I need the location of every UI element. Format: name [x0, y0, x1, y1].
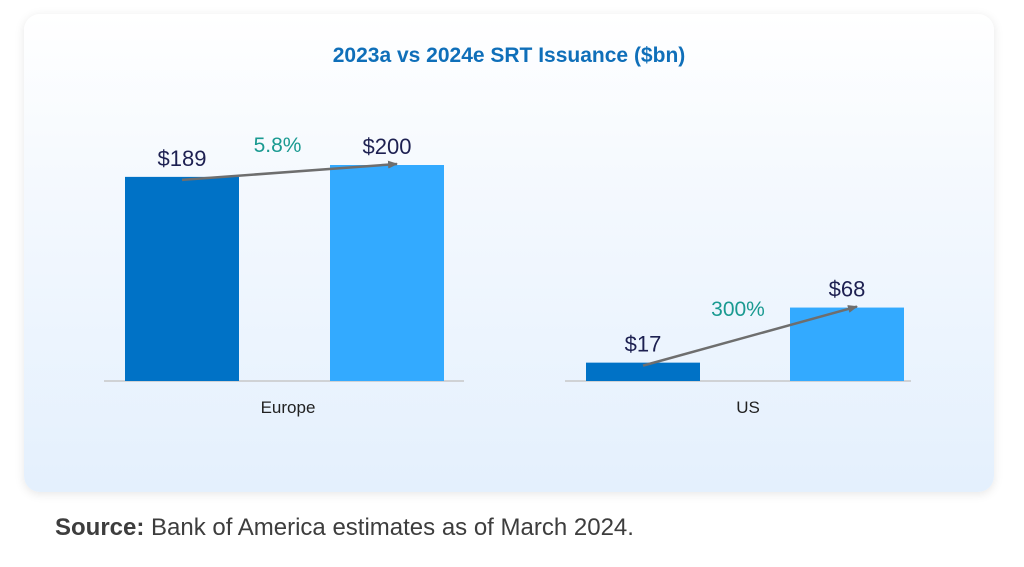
category-label-europe: Europe — [261, 398, 316, 417]
source-label: Source: — [55, 514, 145, 541]
source-text: Bank of America estimates as of March 20… — [151, 514, 634, 541]
value-label-us-2023a: $17 — [625, 332, 662, 357]
growth-arrow-europe — [181, 160, 398, 182]
value-label-europe-2024e: $200 — [363, 134, 412, 159]
value-label-europe-2023a: $189 — [158, 146, 207, 171]
chart-title: 2023a vs 2024e SRT Issuance ($bn) — [332, 44, 686, 67]
category-label-us: US — [736, 398, 760, 417]
bar-europe-2024e — [330, 165, 444, 381]
bar-us-2023a — [586, 362, 700, 381]
growth-arrow-us — [642, 305, 858, 367]
bar-us-2024e — [790, 307, 904, 381]
value-label-us-2024e: $68 — [829, 277, 866, 302]
source-note: Source: Bank of America estimates as of … — [55, 514, 634, 542]
growth-label-europe: 5.8% — [254, 134, 302, 157]
growth-label-us: 300% — [711, 298, 765, 321]
bar-europe-2023a — [125, 176, 239, 381]
